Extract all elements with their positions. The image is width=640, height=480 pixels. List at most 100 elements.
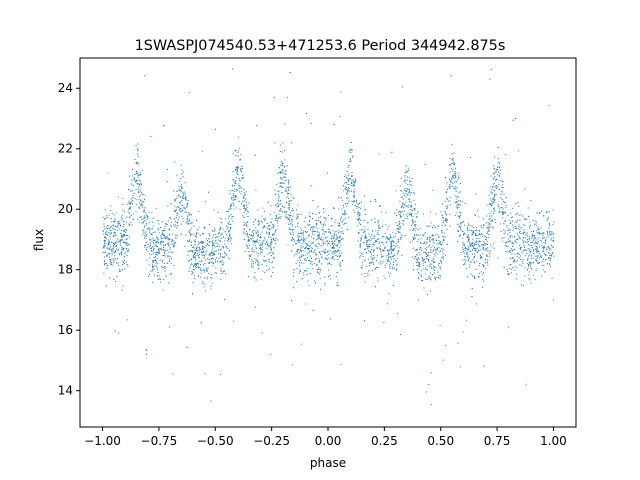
data-point xyxy=(322,226,324,228)
data-point xyxy=(339,235,341,237)
data-point xyxy=(474,276,475,278)
data-point xyxy=(176,212,178,214)
data-point xyxy=(500,180,502,182)
data-point xyxy=(399,200,401,202)
data-point xyxy=(424,233,426,235)
data-point xyxy=(245,191,247,193)
data-point xyxy=(374,218,375,220)
data-point xyxy=(291,200,293,202)
data-point xyxy=(310,243,312,245)
data-point xyxy=(455,177,457,178)
data-point xyxy=(307,280,309,282)
data-point xyxy=(411,215,412,217)
data-point xyxy=(106,265,108,266)
data-point xyxy=(323,249,325,251)
data-point xyxy=(278,217,280,219)
data-point xyxy=(462,243,464,245)
data-point xyxy=(123,234,125,236)
data-point xyxy=(147,244,149,245)
data-point xyxy=(199,247,201,249)
data-point xyxy=(495,193,497,195)
data-point xyxy=(241,178,243,180)
data-point xyxy=(261,252,263,253)
data-point xyxy=(410,205,412,207)
data-point xyxy=(352,156,354,158)
data-point xyxy=(409,241,411,243)
data-point xyxy=(423,287,425,289)
data-point xyxy=(256,125,258,127)
data-point xyxy=(352,203,354,205)
data-point xyxy=(511,249,513,251)
data-point xyxy=(120,232,122,234)
data-point xyxy=(239,180,241,182)
data-point xyxy=(454,214,456,216)
data-point xyxy=(456,207,458,208)
data-point xyxy=(204,262,206,264)
data-point xyxy=(537,243,539,245)
data-point xyxy=(230,227,232,229)
data-point xyxy=(508,327,510,329)
data-point xyxy=(144,237,145,239)
data-point xyxy=(133,179,135,180)
data-point xyxy=(137,183,139,185)
data-point xyxy=(180,208,182,210)
data-point xyxy=(256,247,258,249)
data-point xyxy=(375,267,377,268)
data-point xyxy=(353,191,355,193)
data-point xyxy=(324,276,326,278)
data-point xyxy=(120,235,122,237)
data-point xyxy=(257,263,259,265)
data-point xyxy=(531,233,533,235)
data-point xyxy=(298,249,300,251)
data-point xyxy=(298,272,300,274)
data-point xyxy=(488,229,490,231)
data-point xyxy=(344,214,346,216)
data-point xyxy=(109,248,111,250)
data-point xyxy=(503,202,505,203)
data-point xyxy=(474,214,476,216)
data-point xyxy=(297,216,299,217)
data-point xyxy=(203,250,204,252)
data-point xyxy=(205,253,207,255)
data-point xyxy=(490,69,492,71)
data-point xyxy=(251,250,253,252)
data-point xyxy=(388,251,390,253)
data-point xyxy=(508,229,510,231)
data-point xyxy=(417,211,419,213)
data-point xyxy=(524,218,526,220)
data-point xyxy=(290,193,292,195)
data-point xyxy=(497,167,498,169)
data-point xyxy=(325,248,326,250)
data-point xyxy=(163,233,165,235)
data-point xyxy=(469,264,471,266)
data-point xyxy=(239,147,241,149)
data-point xyxy=(194,257,196,259)
data-point xyxy=(162,267,164,268)
data-point xyxy=(364,232,366,234)
data-point xyxy=(311,236,313,238)
data-point xyxy=(246,235,248,237)
data-point xyxy=(169,247,171,249)
data-point xyxy=(365,237,367,238)
data-point xyxy=(454,174,456,176)
data-point xyxy=(495,168,497,170)
data-point xyxy=(106,227,108,229)
data-point xyxy=(143,201,145,203)
data-point xyxy=(454,201,456,203)
data-point xyxy=(422,234,424,236)
data-point xyxy=(369,236,371,238)
data-point xyxy=(286,201,288,203)
data-point xyxy=(433,253,435,255)
data-point xyxy=(223,270,225,272)
data-point xyxy=(396,224,398,226)
data-point xyxy=(284,170,286,172)
data-point xyxy=(257,221,259,223)
data-point xyxy=(518,236,520,238)
data-point xyxy=(493,247,495,249)
data-point xyxy=(356,206,358,207)
data-point xyxy=(379,247,381,249)
data-point xyxy=(529,262,531,264)
data-point xyxy=(232,190,234,191)
data-point xyxy=(475,193,477,195)
data-point xyxy=(131,183,133,185)
